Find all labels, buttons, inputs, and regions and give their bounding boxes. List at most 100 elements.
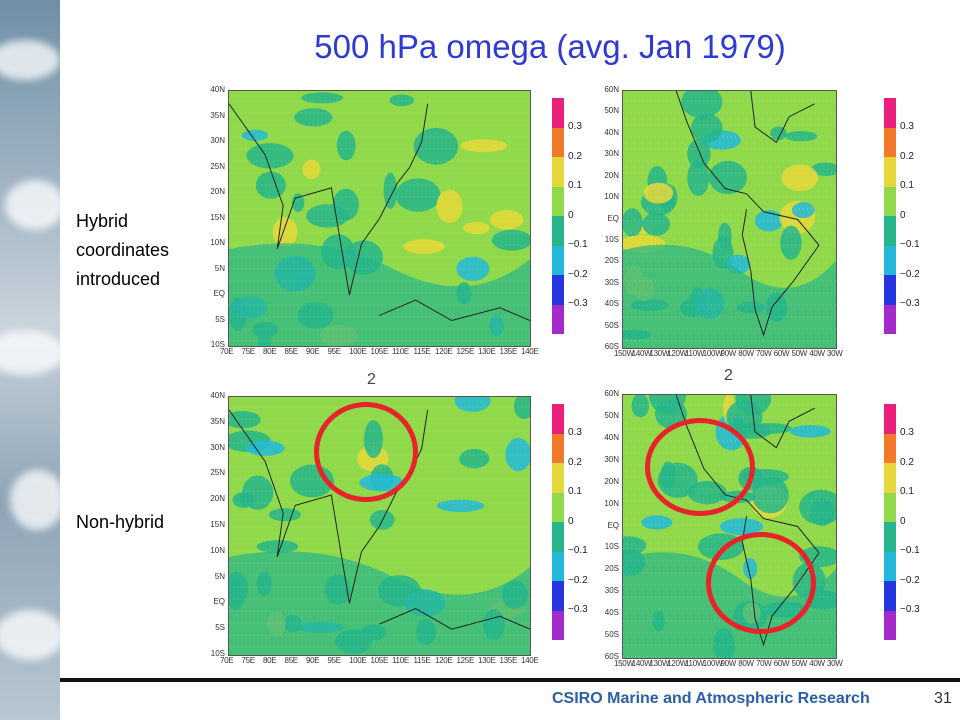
lat-label: 40S xyxy=(604,608,619,618)
lon-label: 85E xyxy=(284,347,299,356)
lon-label: 130E xyxy=(478,656,496,665)
colorbar xyxy=(884,98,896,334)
map-panel-asia-hybrid xyxy=(228,90,531,347)
footer-line xyxy=(60,678,960,682)
colorbar-label: 0.3 xyxy=(900,121,914,132)
lat-label: 15N xyxy=(210,520,225,529)
lon-label: 150W xyxy=(614,349,634,358)
highlight-circle-north-america xyxy=(645,418,755,516)
lon-label: 130E xyxy=(478,347,496,356)
colorbar-segment xyxy=(884,275,896,305)
lon-label: 90E xyxy=(306,656,320,665)
lat-label: 50N xyxy=(604,106,619,116)
lon-label: 90W xyxy=(720,349,737,358)
lon-label: 30W xyxy=(827,349,843,358)
lat-label: 25N xyxy=(210,161,225,171)
lat-label: 20N xyxy=(604,170,619,180)
lon-label: 120E xyxy=(435,347,453,356)
lat-label: 20S xyxy=(604,564,619,574)
lat-label: 35N xyxy=(210,110,225,120)
lon-label: 125E xyxy=(456,347,475,356)
colorbar-segment xyxy=(552,157,564,187)
colorbar-segment xyxy=(552,463,564,493)
colorbar-segment xyxy=(552,186,564,216)
colorbar-label: 0.3 xyxy=(568,427,582,438)
row-label-non-hybrid: Non-hybrid xyxy=(76,512,165,532)
lon-label: 100E xyxy=(349,656,367,665)
lat-label: 35N xyxy=(210,416,225,426)
lon-label: 120E xyxy=(435,656,453,665)
lat-label: 10S xyxy=(210,649,225,658)
lon-label: 40W xyxy=(809,659,825,668)
colorbar-segment xyxy=(884,551,896,581)
lon-label: 110W xyxy=(685,659,705,668)
lat-label: EQ xyxy=(213,289,225,298)
colorbar-segment xyxy=(884,404,896,434)
lat-label: 5S xyxy=(215,623,225,633)
page-number: 31 xyxy=(934,690,952,707)
colorbar-label: 0 xyxy=(568,515,574,527)
lat-label: 10N xyxy=(604,192,619,202)
panel-number-asia: 2 xyxy=(367,371,376,388)
lon-label: 70W xyxy=(756,349,772,358)
colorbar-label: −0.1 xyxy=(568,545,588,556)
lon-label: 75E xyxy=(241,347,256,356)
lon-label: 40W xyxy=(809,349,825,358)
colorbar-segment xyxy=(552,610,564,640)
lon-label: 100W xyxy=(702,659,723,668)
lon-label: 140E xyxy=(521,656,539,665)
colorbar-segment xyxy=(552,98,564,128)
colorbar-label: −0.3 xyxy=(568,298,588,309)
colorbar-label: 0.2 xyxy=(900,456,914,468)
lat-label: 10N xyxy=(210,238,225,247)
lon-label: 115E xyxy=(413,656,431,665)
colorbar-label: −0.2 xyxy=(568,574,588,586)
colorbar-segment xyxy=(552,216,564,246)
lon-label: 80E xyxy=(263,347,277,356)
lon-label: 80W xyxy=(738,659,754,668)
lon-label: 140W xyxy=(631,349,652,358)
lon-label: 130W xyxy=(649,349,670,358)
footer-organization: CSIRO Marine and Atmospheric Research xyxy=(552,690,870,707)
lat-label: EQ xyxy=(213,597,225,607)
colorbar-segment xyxy=(552,433,564,463)
lat-label: 30N xyxy=(210,442,225,452)
lon-label: 135E xyxy=(499,656,518,665)
lat-label: 10N xyxy=(210,545,225,555)
colorbar-label: 0.1 xyxy=(900,180,914,191)
colorbar-segment xyxy=(552,522,564,552)
lat-label: 30S xyxy=(604,586,619,596)
highlight-circle-south-america xyxy=(706,532,816,634)
lon-label: 125E xyxy=(456,656,475,665)
highlight-circle-asia xyxy=(314,402,418,502)
lon-label: 90W xyxy=(720,659,737,668)
lon-label: 100E xyxy=(349,347,367,356)
colorbar-segment xyxy=(884,98,896,128)
lon-label: 60W xyxy=(773,659,790,668)
colorbar-segment xyxy=(884,581,896,611)
colorbar-segment xyxy=(552,581,564,611)
lat-label: 40N xyxy=(210,85,225,94)
colorbar xyxy=(552,98,564,334)
colorbar-segment xyxy=(884,157,896,187)
colorbar-segment xyxy=(552,492,564,522)
lat-label: 40N xyxy=(604,127,619,137)
colorbar-segment xyxy=(552,275,564,305)
lat-label: 40N xyxy=(210,391,225,400)
colorbar-label: 0 xyxy=(900,209,906,221)
colorbar-label: −0.2 xyxy=(568,268,588,280)
lat-label: 10S xyxy=(604,234,619,244)
colorbar-segment xyxy=(884,610,896,640)
lon-label: 80W xyxy=(738,349,754,358)
lon-label: 60W xyxy=(773,349,790,358)
colorbar-segment xyxy=(552,551,564,581)
lat-label: 20N xyxy=(210,494,225,504)
lon-label: 135E xyxy=(499,347,518,356)
colorbar-label: 0.2 xyxy=(568,456,582,468)
colorbar-segment xyxy=(552,304,564,334)
colorbar-segment xyxy=(884,463,896,493)
colorbar-label: 0 xyxy=(900,515,906,527)
lon-label: 100W xyxy=(702,349,723,358)
lon-label: 85E xyxy=(284,656,299,665)
lon-label: 110W xyxy=(685,349,705,358)
